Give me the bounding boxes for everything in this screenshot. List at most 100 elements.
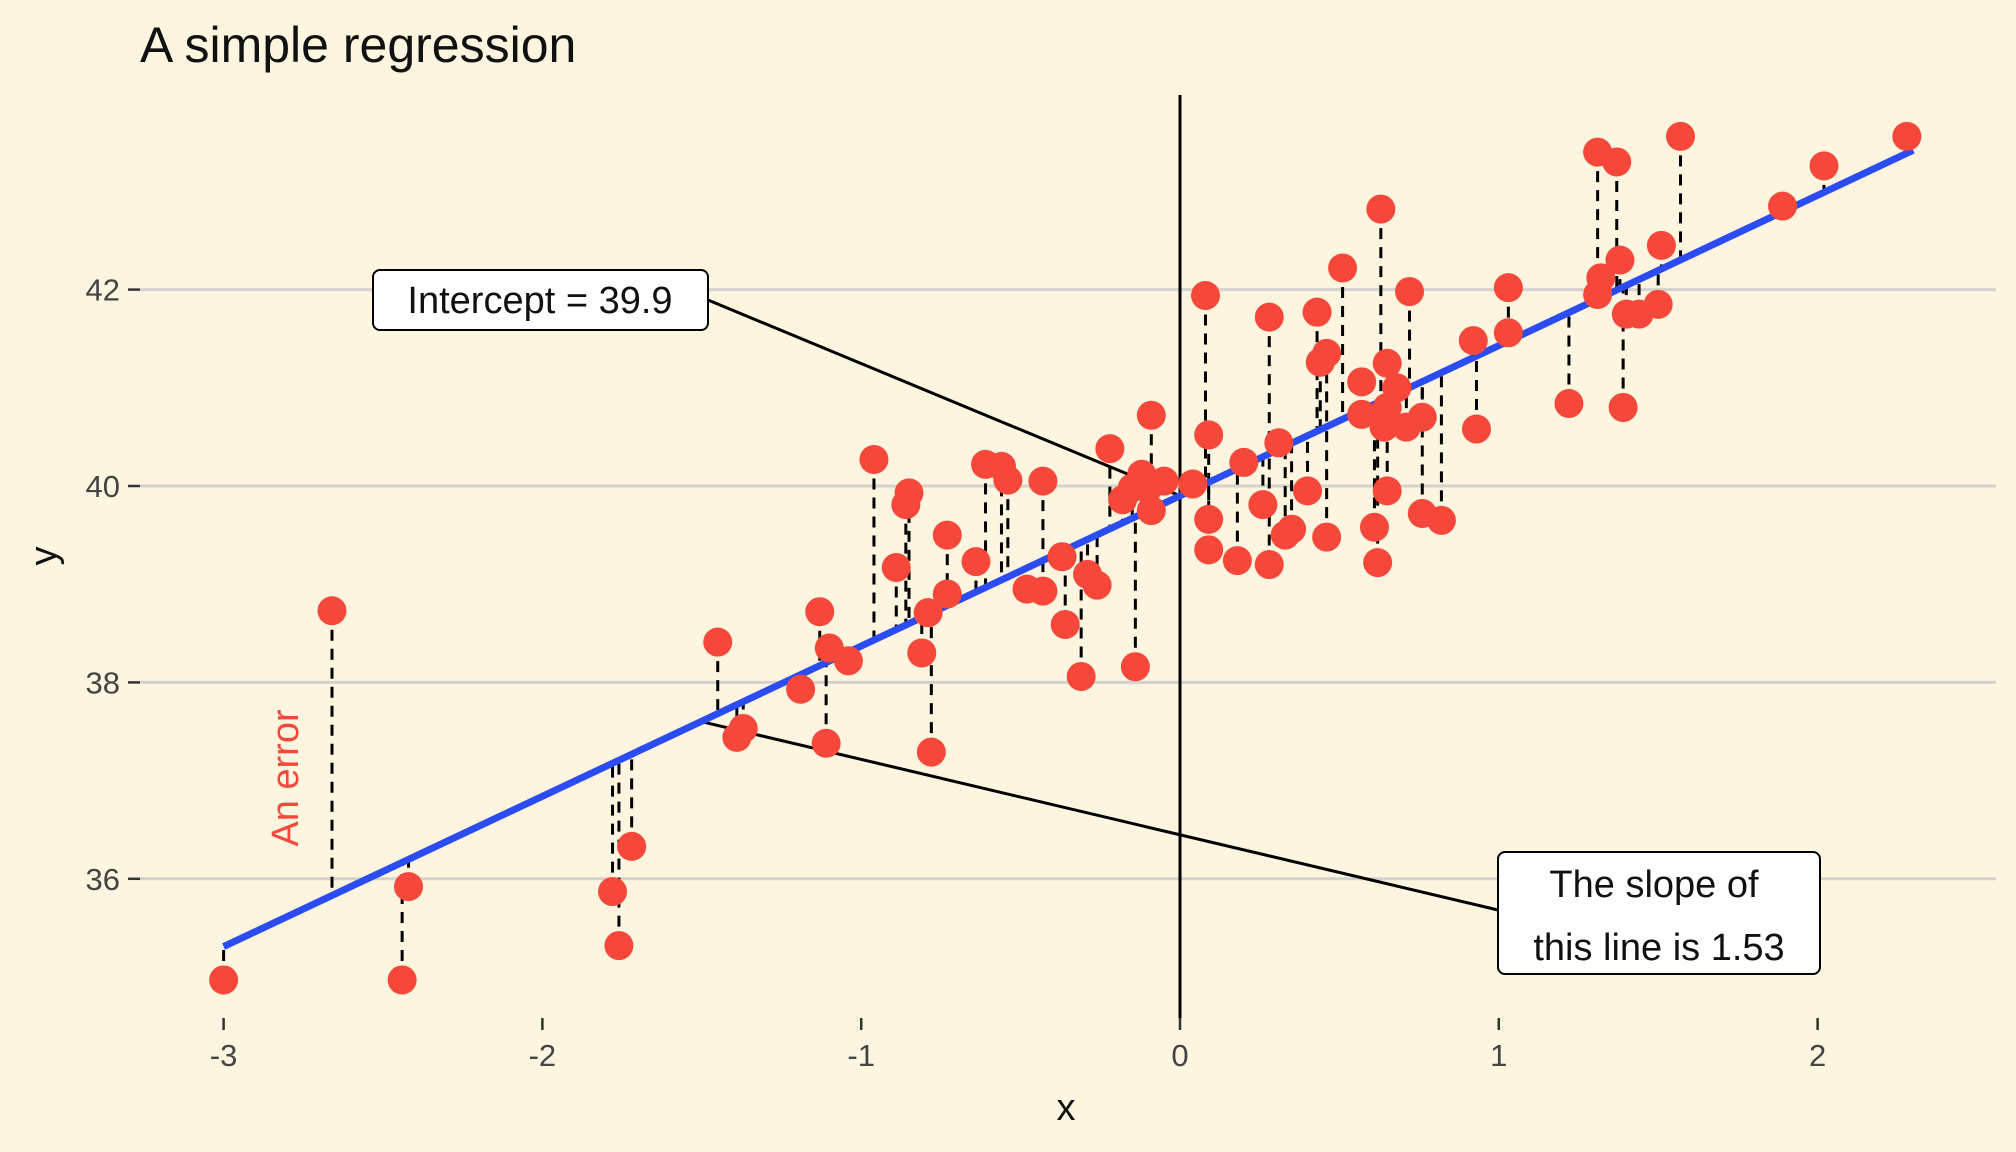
intercept-leader-line [707,298,1181,498]
data-point [907,638,937,668]
data-point [993,465,1023,495]
data-point [1892,121,1922,151]
data-point [1095,434,1125,464]
data-point [859,444,889,474]
data-point [1194,420,1224,450]
x-tick-label: 0 [1171,1038,1188,1073]
x-tick-label: -3 [210,1038,238,1073]
intercept-label: Intercept = 39.9 [407,280,672,322]
data-point [1363,548,1393,578]
error-label: An error [265,709,307,847]
slope-label-line-1: The slope of [1549,864,1759,906]
data-point [1194,504,1224,534]
data-point [1229,447,1259,477]
data-point [1646,230,1676,260]
data-point [1493,318,1523,348]
data-point [1312,338,1342,368]
data-point [1028,576,1058,606]
data-point [1768,191,1798,221]
data-point [1194,535,1224,565]
slope-label-box [1497,851,1821,975]
data-point [1372,476,1402,506]
y-tick-label: 42 [86,273,120,308]
data-point [932,520,962,550]
data-point [1178,469,1208,499]
data-point [703,627,733,657]
data-point [1608,392,1638,422]
data-point [1605,245,1635,275]
data-point [209,965,239,995]
data-point [1312,522,1342,552]
data-point [1264,428,1294,458]
data-point [1602,147,1632,177]
data-point [1120,652,1150,682]
annotation-labels: Intercept = 39.9 The slope of this line is… [265,269,1821,975]
data-point [1248,490,1278,520]
data-point [1222,546,1252,576]
data-point [394,872,424,902]
data-point [811,728,841,758]
data-point [598,877,628,907]
data-point [961,547,991,577]
data-point [1277,514,1307,544]
data-point [1066,662,1096,692]
x-tick-label: -2 [529,1038,557,1073]
data-point [805,597,835,627]
data-point [1347,399,1377,429]
data-point [1082,570,1112,600]
data-point [1372,348,1402,378]
data-point [617,831,647,861]
data-point [1328,253,1358,283]
data-point [1382,373,1412,403]
data-point [1366,194,1396,224]
data-point [1047,542,1077,572]
data-point [1302,297,1332,327]
data-point [1809,151,1839,181]
data-point [1458,326,1488,356]
slope-label-line-2: this line is 1.53 [1533,927,1784,969]
data-point [1149,466,1179,496]
data-point [1395,277,1425,307]
data-point [1136,496,1166,526]
data-point [1666,121,1696,151]
data-point [881,553,911,583]
data-point [728,714,758,744]
data-point [1028,466,1058,496]
y-axis-title: y [23,547,65,566]
data-point [833,646,863,676]
data-point [913,598,943,628]
data-point [1461,414,1491,444]
data-points [209,121,1922,995]
data-point [1359,512,1389,542]
data-point [1407,402,1437,432]
data-point [1493,273,1523,303]
data-point [1050,609,1080,639]
data-point [1554,389,1584,419]
data-point [1293,476,1323,506]
data-point [387,965,417,995]
x-tick-label: 1 [1490,1038,1507,1073]
data-point [1254,302,1284,332]
data-point [1586,263,1616,293]
data-point [1643,289,1673,319]
x-axis-title: x [1057,1087,1076,1129]
data-point [1191,280,1221,310]
data-point [604,931,634,961]
data-point [786,674,816,704]
y-axis: 36 38 40 42 [86,273,140,897]
data-point [1347,367,1377,397]
x-tick-label: -1 [847,1038,875,1073]
data-point [1136,400,1166,430]
data-point [317,596,347,626]
data-point [1426,505,1456,535]
data-point [932,579,962,609]
y-tick-label: 38 [86,665,120,700]
x-tick-label: 2 [1809,1038,1826,1073]
y-tick-label: 36 [86,862,120,897]
intercept-label-box [372,269,709,331]
y-tick-label: 40 [86,469,120,504]
data-point [916,737,946,767]
chart-title: A simple regression [140,17,576,73]
data-point [1254,550,1284,580]
